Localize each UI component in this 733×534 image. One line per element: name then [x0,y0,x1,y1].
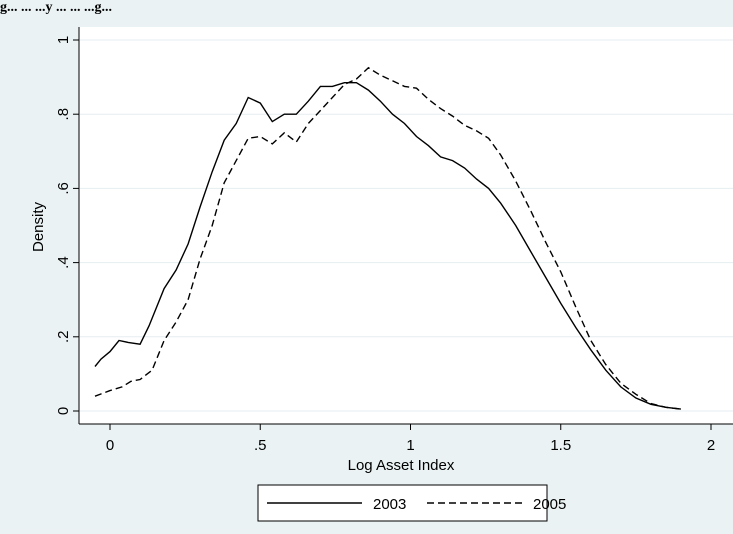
x-tick-label: 1.5 [550,437,571,454]
y-tick-label: .4 [55,256,72,269]
y-tick-label: .6 [55,182,72,195]
y-ticks: 0 .2 .4 .6 .8 1 [55,36,79,415]
y-axis-title: Density [30,201,47,252]
x-ticks: 0 .5 1 1.5 2 [106,424,715,454]
figure-title-fragment: g... ... ...y ... ... ...g... [0,0,112,15]
series-line-2003 [94,82,681,410]
legend-label-2005: 2005 [533,496,566,513]
gridlines [80,39,733,412]
y-tick-label: .2 [55,331,72,344]
plot-panel [79,27,733,424]
x-axis-title: Log Asset Index [348,457,455,474]
y-tick-label: .8 [55,108,72,121]
legend-label-2003: 2003 [373,496,406,513]
x-tick-label: 2 [707,437,715,454]
y-tick-label: 1 [55,36,72,44]
x-tick-label: 0 [106,437,114,454]
series-group [94,66,681,410]
legend: 2003 2005 [257,484,566,522]
series-line-2005 [94,66,681,410]
x-tick-label: .5 [254,437,267,454]
y-tick-label: 0 [55,407,72,415]
x-tick-label: 1 [406,437,414,454]
